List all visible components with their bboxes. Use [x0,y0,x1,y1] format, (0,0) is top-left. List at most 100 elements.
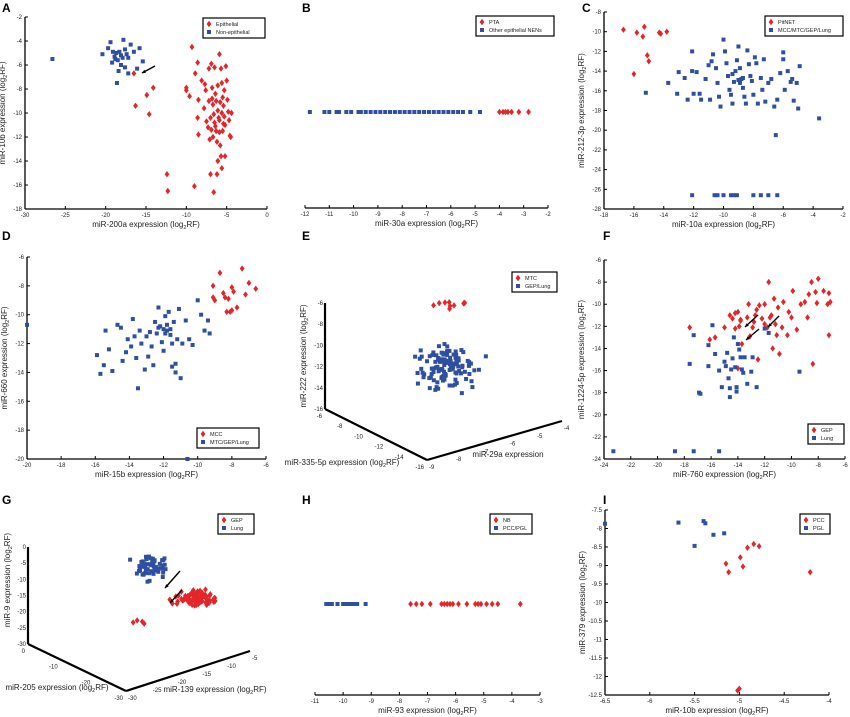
data-point [755,101,760,106]
data-point [456,364,461,369]
data-point [640,33,646,40]
series-other-epithelial-nens [307,110,482,114]
data-point [415,371,420,376]
data-point [204,601,210,609]
data-point [215,157,221,165]
panel-H: H -11 -10 -9 -8 -7 -6 -5 -4 -3 miR-93 expression (… [302,493,543,717]
y-tick-label: -20 [592,413,601,419]
data-point [781,50,786,55]
data-point [497,108,502,116]
y-tick-label: -18 [15,428,24,434]
legend-entry: GEP/Lung [525,284,550,290]
data-point [690,193,695,198]
x-tick-label: -6 [842,463,848,469]
data-point [439,357,444,362]
data-point [682,75,687,80]
data-point [434,353,439,358]
y-tick-label: -12 [592,49,601,55]
data-point [762,326,767,331]
data-point [164,328,169,333]
data-point [744,314,750,321]
y-tick-label: -16 [15,399,24,405]
z-tick-label: -30 [17,642,26,648]
data-point [214,171,220,178]
data-point [774,331,780,339]
data-point [160,563,165,568]
data-point [213,127,219,135]
data-point [114,51,119,55]
data-point [758,75,763,80]
x-axis-label: miR-760 expression (log2RF) [673,470,776,481]
data-point [140,564,145,569]
data-point [706,343,711,348]
y-tick-label: -28 [592,207,601,213]
data-point [168,327,173,332]
data-point [503,108,508,116]
x-tick-label: -30 [21,213,30,219]
data-point [205,318,210,323]
x-tick-label: -6 [317,414,323,420]
data-point [446,110,451,114]
data-point [727,312,733,319]
data-point [740,85,745,90]
data-point [456,110,461,114]
y-axis-label: miR-212-3p expression (log2RF) [577,53,588,168]
x-tick-label: -8 [397,699,403,705]
data-point [144,554,149,559]
y-tick-label: -14 [592,346,601,352]
data-point [718,104,723,109]
legend-marker-red [515,274,521,282]
data-point [483,354,488,359]
data-point [175,337,180,342]
data-point [208,126,214,133]
data-point [137,328,142,333]
y-tick-label: -4 [17,39,23,45]
legend-entry: GEP [231,518,243,524]
y-axis-label: miR-379 expression (log2RF) [578,551,589,654]
data-point [666,80,671,85]
x-tick-label: -9 [375,212,381,218]
data-point [114,81,119,85]
data-point [142,367,147,372]
data-point [337,110,342,114]
data-point [307,110,312,114]
data-point [431,369,436,374]
panel-F: F -24 -22 -20 -18 -16 -14 -12 -10 -8 -6 miR-760 exp… [577,229,848,481]
data-point [814,299,820,307]
data-point [162,562,167,567]
data-point [643,90,648,95]
data-point [210,133,216,141]
data-point [203,87,209,94]
panel-letter: E [302,229,310,243]
y-tick-label: -10 [15,313,24,319]
data-point [447,600,453,608]
data-point [164,322,169,327]
data-point [118,325,123,330]
legend-marker-blue [207,30,211,34]
data-point [724,61,729,66]
data-point [794,80,799,85]
y-tick-label: -20 [15,457,24,463]
data-point [168,332,173,337]
legend: PCC PGL [799,513,831,535]
data-point [344,110,349,114]
data-point [476,367,481,372]
data-point [220,127,226,135]
data-point [447,305,452,312]
data-point [722,531,727,536]
data-point [489,600,495,608]
data-point [106,46,111,51]
data-point [178,588,184,595]
data-point [745,544,750,551]
y-tick-label: -9 [597,564,603,570]
y-tick-label: -5 [252,656,258,662]
data-point [123,47,128,52]
z-tick-label: -15 [17,594,26,600]
y-tick-label: -8 [17,87,23,93]
legend-marker-red [221,516,227,524]
data-point [427,386,432,391]
y-tick-label: -12.5 [588,693,602,699]
data-point [735,687,741,694]
data-point [212,123,218,130]
